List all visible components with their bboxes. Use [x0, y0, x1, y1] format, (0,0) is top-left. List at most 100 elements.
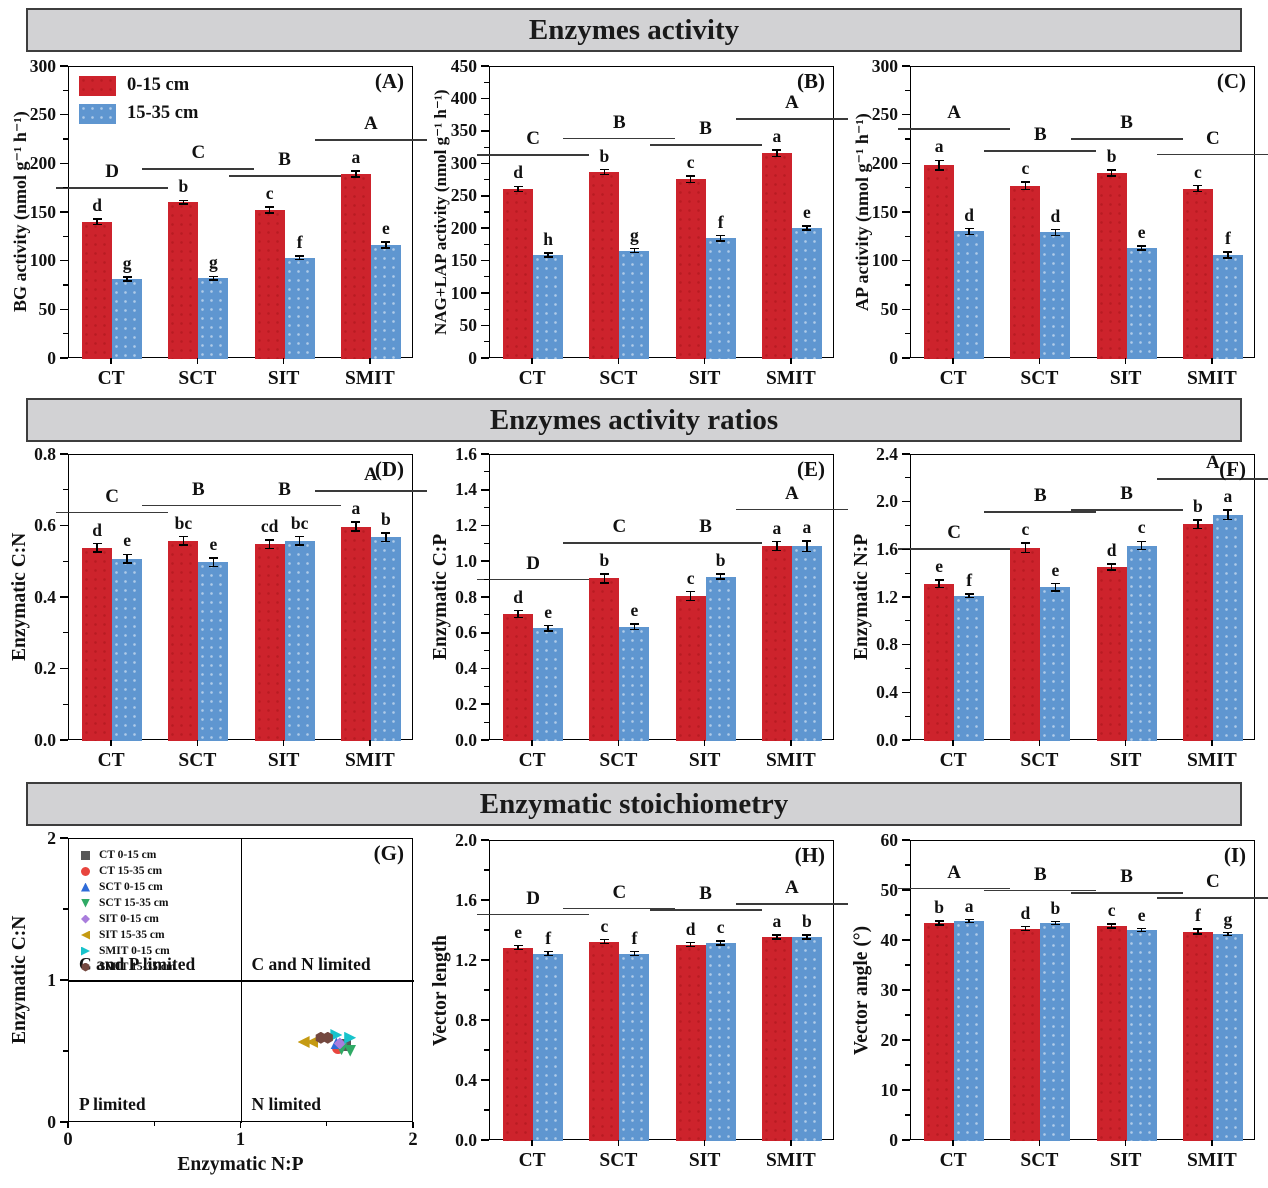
- panel-label-I: (I): [1223, 843, 1246, 867]
- y-axis-minor-tick: [905, 284, 910, 286]
- depth-legend: 0-15 cm 15-35 cm: [79, 75, 198, 124]
- section-header-enzymes-activity-ratios: Enzymes activity ratios: [26, 398, 1242, 442]
- y-axis-minor-tick: [905, 1014, 910, 1016]
- error-bar: [633, 623, 636, 630]
- error-bar-cap: [178, 535, 188, 538]
- error-bar-cap: [381, 241, 391, 243]
- y-axis-tick: [902, 65, 910, 67]
- bar-I-SMIT-15-35cm: [1212, 934, 1243, 1141]
- error-bar-cap: [1050, 582, 1060, 585]
- y-tick-label: 100: [871, 250, 898, 271]
- bar-I-SIT-0-15cm: [1096, 926, 1127, 1141]
- bar-A-CT-15-35cm: [112, 279, 143, 359]
- y-axis-tick: [902, 1039, 910, 1041]
- x-axis-tick: [531, 740, 533, 746]
- legend-item: 0-15 cm: [79, 75, 198, 96]
- group-significance-letter: B: [699, 118, 712, 139]
- y-tick-label: 150: [871, 201, 898, 222]
- x-axis-tick: [1038, 358, 1041, 364]
- error-bar-cap: [513, 948, 523, 951]
- x-category-label: SCT: [599, 750, 638, 771]
- bar-D-SCT-0-15cm: [168, 540, 199, 741]
- error-bar-cap: [543, 256, 553, 258]
- triangle-down-icon: [81, 898, 90, 908]
- y-axis-minor-tick: [905, 138, 910, 140]
- scatter-legend-label: SIT 15-35 cm: [99, 929, 165, 941]
- y-axis-tick: [481, 453, 489, 455]
- group-significance-letter: D: [526, 887, 540, 909]
- y-axis-minor-tick: [905, 667, 910, 670]
- error-bar: [776, 150, 778, 157]
- x-category-label: CT: [518, 1150, 546, 1171]
- y-tick-label: 400: [450, 87, 477, 108]
- significance-letter: e: [209, 533, 218, 554]
- y-tick-label: 0: [47, 1111, 56, 1132]
- scatter-legend-item: SCT 0-15 cm: [81, 879, 175, 895]
- group-significance-letter: D: [105, 160, 119, 182]
- bar-F-SCT-0-15cm: [1010, 547, 1041, 741]
- significance-letter: f: [717, 211, 724, 232]
- significance-letter: a: [934, 136, 944, 157]
- y-axis-minor-tick: [63, 284, 68, 286]
- scatter-legend-label: SMIT 15-35 cm: [99, 961, 176, 973]
- significance-letter: f: [296, 231, 303, 252]
- x-category-label: CT: [939, 750, 967, 771]
- scatter-legend-label: SIT 0-15 cm: [99, 913, 159, 925]
- scatter-legend-item: SMIT 0-15 cm: [81, 943, 175, 959]
- y-axis-minor-tick: [484, 81, 489, 83]
- x-axis-tick: [1124, 358, 1127, 364]
- y-tick-label: 2: [47, 827, 56, 848]
- y-axis-minor-tick: [484, 341, 489, 343]
- error-bar: [1024, 926, 1027, 931]
- error-bar-cap: [802, 938, 812, 940]
- significance-letter: b: [802, 911, 812, 932]
- significance-letter: f: [966, 569, 973, 590]
- bar-A-SIT-15-35cm: [284, 257, 315, 359]
- error-bar-cap: [1050, 590, 1060, 592]
- error-bar: [517, 945, 519, 950]
- x-category-label: SCT: [599, 368, 638, 389]
- x-axis-tick: [282, 740, 285, 746]
- y-axis-minor-tick: [484, 578, 489, 580]
- error-bar: [1024, 543, 1027, 553]
- error-bar-cap: [265, 539, 275, 541]
- y-tick-label: 0: [889, 347, 898, 368]
- error-bar: [603, 573, 606, 583]
- y-axis-minor-tick: [63, 632, 68, 634]
- scatter-legend-label: SCT 0-15 cm: [99, 881, 163, 893]
- error-bar: [938, 160, 940, 171]
- group-significance-line: [1070, 509, 1183, 512]
- significance-letter: g: [122, 253, 132, 274]
- bar-B-CT-0-15cm: [503, 188, 534, 359]
- x-axis-tick: [952, 358, 954, 364]
- group-significance-letter: B: [699, 883, 712, 905]
- y-tick-label: 0: [468, 347, 477, 368]
- error-bar-cap: [1193, 190, 1203, 193]
- group-significance-line: [477, 154, 590, 157]
- error-bar: [1197, 519, 1199, 529]
- bar-B-SIT-0-15cm: [675, 179, 706, 359]
- group-significance-letter: C: [105, 485, 119, 507]
- significance-letter: bc: [290, 512, 309, 533]
- error-bar: [633, 951, 636, 956]
- error-bar-cap: [208, 557, 218, 559]
- error-bar-cap: [1020, 929, 1030, 932]
- error-bar-cap: [295, 544, 305, 546]
- significance-letter: e: [935, 556, 944, 577]
- y-axis-tick: [60, 1121, 68, 1123]
- error-bar-cap: [122, 553, 132, 556]
- error-bar-cap: [934, 169, 944, 171]
- bar-A-SMIT-15-35cm: [370, 245, 401, 359]
- error-bar: [298, 255, 301, 260]
- error-bar-cap: [772, 540, 782, 543]
- error-bar-cap: [599, 582, 609, 584]
- y-tick-label: 0.8: [455, 1009, 477, 1030]
- bar-B-SCT-15-35cm: [619, 250, 650, 359]
- scatter-legend-item: SCT 15-35 cm: [81, 895, 175, 911]
- significance-letter: e: [1051, 559, 1060, 580]
- y-tick-label: 300: [450, 152, 477, 173]
- y-tick-label: 0: [47, 347, 56, 368]
- error-bar: [1227, 932, 1229, 936]
